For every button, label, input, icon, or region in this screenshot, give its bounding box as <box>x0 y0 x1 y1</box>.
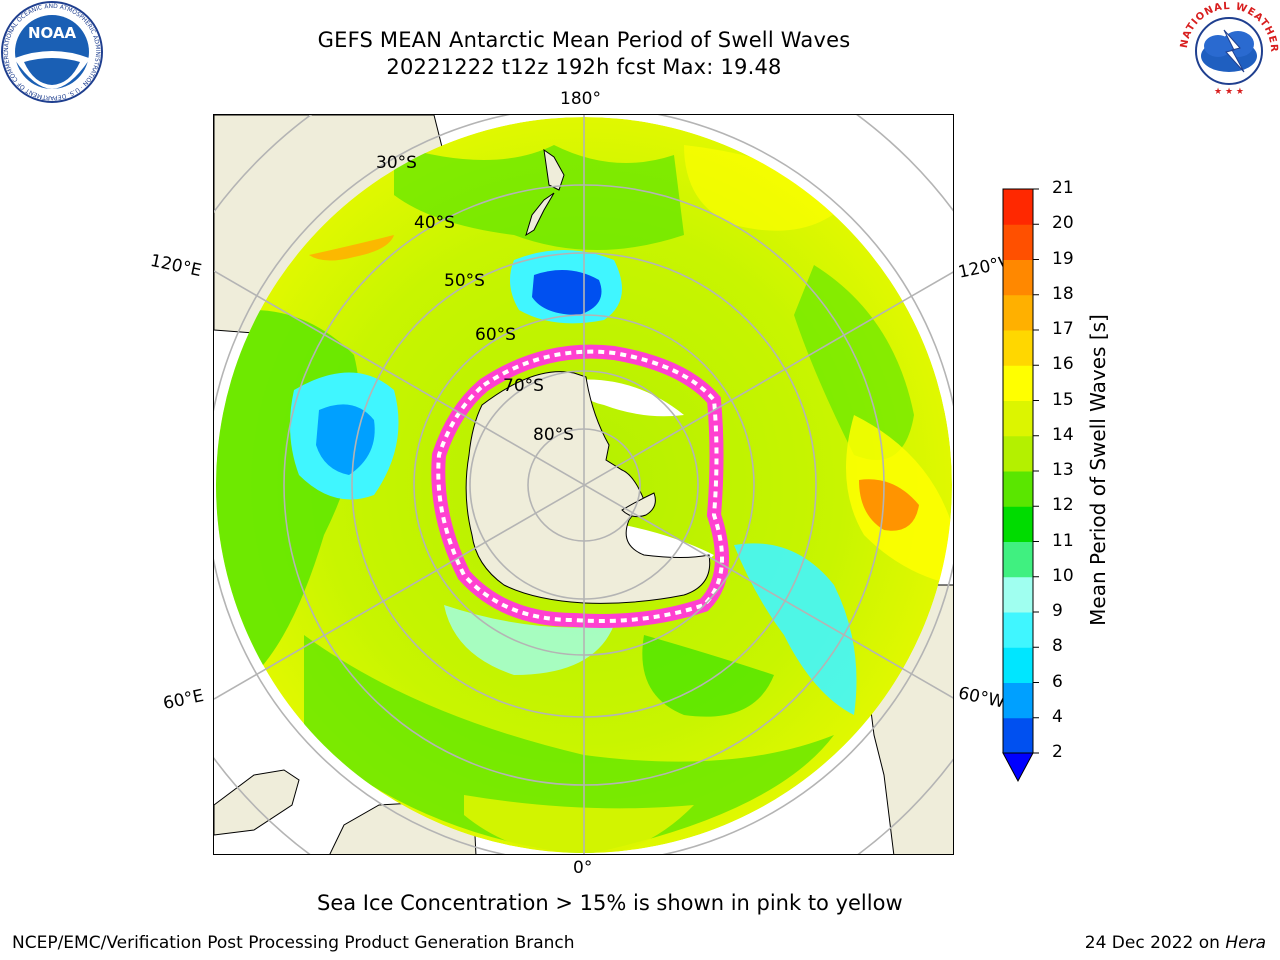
colorbar-tick-label: 2 <box>1052 742 1063 762</box>
new-zealand-south-island <box>525 192 555 237</box>
lat-label-40s: 40°S <box>414 213 455 233</box>
lat-label-50s: 50°S <box>444 271 485 291</box>
cyan-region-south <box>444 605 614 675</box>
green-band-east <box>794 265 914 460</box>
colorbar-segment <box>1003 365 1033 401</box>
nws-stars: ★ ★ ★ <box>1214 87 1244 97</box>
colorbar-segment <box>1003 682 1033 719</box>
colorbar-tick-label: 4 <box>1052 706 1063 727</box>
chart-subtitle: 20221222 t12z 192h fcst Max: 19.48 <box>386 55 782 79</box>
lon-label-0: 0° <box>573 858 593 878</box>
colorbar-tick-label: 15 <box>1052 389 1074 410</box>
colorbar-segment <box>1003 189 1033 225</box>
yellow-region-north <box>684 145 854 231</box>
footer-credit: NCEP/EMC/Verification Post Processing Pr… <box>12 933 575 953</box>
lon-label-60w: 60°W <box>956 683 1007 713</box>
colorbar-segment <box>1003 224 1033 260</box>
colorbar-segment <box>1003 647 1033 683</box>
green-patches <box>642 635 774 717</box>
colorbar-segment <box>1003 717 1033 754</box>
lon-label-180: 180° <box>560 89 601 109</box>
polar-map <box>214 115 953 854</box>
green-band-north <box>394 145 684 250</box>
colorbar-tick-label: 16 <box>1052 354 1074 375</box>
colorbar-tick-label: 11 <box>1052 530 1074 551</box>
madagascar-land <box>214 769 300 836</box>
lat-label-70s: 70°S <box>503 376 544 396</box>
colorbar-tick-label: 12 <box>1052 495 1074 516</box>
colorbar-tick-label: 17 <box>1052 319 1074 339</box>
colorbar-tick-label: 20 <box>1052 213 1074 234</box>
colorbar-under-triangle <box>1002 752 1034 783</box>
colorbar-tick-label: 19 <box>1052 248 1074 269</box>
colorbar-tick-label: 9 <box>1052 601 1063 621</box>
footer-date-text: 24 Dec 2022 on <box>1084 933 1220 953</box>
colorbar <box>1002 188 1039 783</box>
colorbar-segment <box>1003 435 1033 472</box>
orange-strip-australia <box>309 235 394 261</box>
colorbar-tick-label: 6 <box>1052 671 1063 692</box>
colorbar-segment <box>1003 400 1033 437</box>
colorbar-tick-label: 8 <box>1052 636 1063 657</box>
lat-label-80s: 80°S <box>533 425 574 445</box>
lon-label-60e: 60°E <box>161 685 206 715</box>
lon-label-120e: 120°E <box>148 250 204 282</box>
map-frame <box>213 114 954 855</box>
colorbar-tick-label: 18 <box>1052 283 1074 304</box>
chart-title: GEFS MEAN Antarctic Mean Period of Swell… <box>317 28 851 52</box>
yellow-region-south <box>464 795 694 853</box>
noaa-logo: NOAA NATIONAL OCEANIC AND ATMOSPHERIC AD… <box>0 0 103 103</box>
colorbar-segment <box>1003 506 1033 542</box>
cyan-region-southeast <box>734 543 857 715</box>
colorbar-segment <box>1003 541 1033 578</box>
orange-maximum <box>859 479 919 531</box>
lat-label-30s: 30°S <box>376 153 417 173</box>
footer-date: 24 Dec 2022 on Hera <box>1085 933 1266 953</box>
colorbar-segment <box>1003 612 1033 648</box>
lat-label-60s: 60°S <box>475 325 516 345</box>
colorbar-segment <box>1003 259 1033 296</box>
colorbar-segment <box>1003 576 1033 613</box>
colorbar-segment <box>1003 330 1033 366</box>
colorbar-tick-label: 21 <box>1052 178 1074 198</box>
noaa-logo-text: NOAA <box>28 24 77 42</box>
graticule <box>214 115 953 854</box>
green-band-south <box>304 635 834 853</box>
colorbar-label: Mean Period of Swell Waves [s] <box>1086 314 1110 626</box>
colorbar-tick-label: 13 <box>1052 460 1074 480</box>
colorbar-tick-label: 14 <box>1052 424 1074 445</box>
colorbar-tick-label: 10 <box>1052 565 1074 586</box>
colorbar-segment <box>1003 471 1033 507</box>
caption-text: Sea Ice Concentration > 15% is shown in … <box>317 891 903 915</box>
footer-host: Hera <box>1225 933 1266 953</box>
nws-logo: NATIONAL WEATHER SERVICE ★ ★ ★ <box>1178 0 1278 100</box>
colorbar-segment <box>1003 294 1033 331</box>
new-zealand-north-island <box>543 148 565 191</box>
